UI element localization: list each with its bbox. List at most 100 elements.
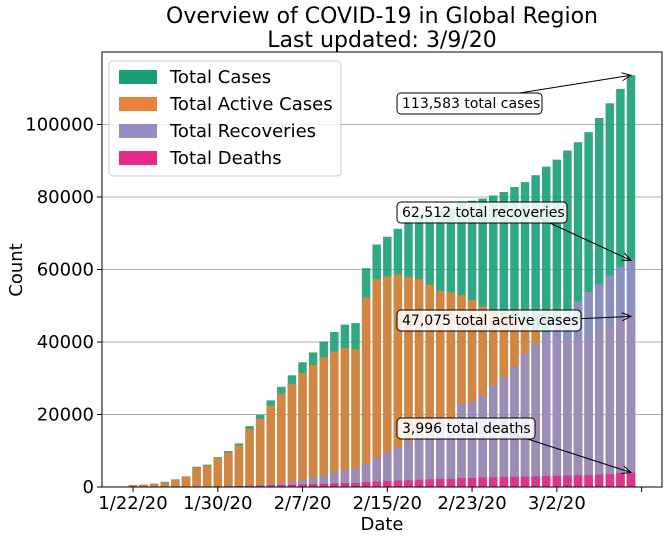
bar-total-recoveries (308, 477, 318, 487)
y-axis-title: Count (6, 243, 27, 296)
bar-total-recoveries (383, 452, 392, 487)
bar-total-deaths (361, 482, 371, 487)
bar-total-active-cases (361, 297, 371, 487)
x-tick-label: 1/22/20 (98, 493, 167, 514)
x-axis: 1/22/20 1/30/20 2/7/20 2/15/20 2/23/20 3/2/20 (98, 487, 643, 514)
bar-total-active-cases (245, 428, 254, 487)
bar-total-deaths (626, 472, 636, 487)
bar-total-active-cases (234, 445, 244, 487)
bar-total-deaths (372, 481, 381, 487)
bar-total-deaths (520, 476, 530, 487)
annotation-label: 47,075 total active cases (402, 313, 578, 329)
bar-total-deaths (298, 484, 307, 487)
chart-subtitle: Last updated: 3/9/20 (267, 28, 497, 53)
bar-total-deaths (616, 473, 625, 487)
bar-total-deaths (245, 485, 254, 487)
bar-total-deaths (489, 477, 498, 487)
bar-total-deaths (499, 476, 509, 487)
bar-total-active-cases (213, 458, 223, 487)
bar-total-deaths (552, 475, 562, 487)
legend-label-total-deaths: Total Deaths (169, 148, 282, 169)
legend-swatch-total-active-cases (119, 97, 157, 111)
bar-total-deaths (594, 474, 604, 487)
bar-total-recoveries (319, 475, 328, 487)
bar-total-recoveries (541, 332, 551, 487)
bar-total-deaths (383, 480, 392, 487)
bar-total-active-cases (298, 372, 307, 487)
bar-total-deaths (393, 480, 403, 487)
bar-total-deaths (563, 475, 572, 487)
bar-total-recoveries (573, 301, 583, 487)
bar-total-recoveries (446, 418, 456, 487)
bar-total-deaths (340, 482, 350, 487)
y-tick-label: 0 (83, 477, 94, 498)
bar-total-active-cases (436, 291, 445, 487)
bar-total-recoveries (425, 428, 434, 487)
bar-total-active-cases (330, 351, 339, 487)
legend-label-total-recoveries: Total Recoveries (169, 121, 316, 142)
bar-total-deaths (605, 474, 615, 487)
x-tick-label: 2/7/20 (274, 493, 332, 514)
annotation-label: 113,583 total cases (402, 96, 540, 112)
bar-total-active-cases (457, 295, 466, 487)
bar-total-deaths (266, 485, 275, 487)
bar-total-active-cases (224, 452, 233, 487)
bar-total-recoveries (298, 479, 307, 487)
bar-total-active-cases (351, 349, 360, 487)
bar-total-active-cases (255, 418, 265, 487)
y-tick-label: 40000 (37, 332, 94, 353)
x-tick-label: 2/23/20 (437, 493, 506, 514)
bar-total-deaths (573, 475, 583, 487)
legend-swatch-total-recoveries (119, 124, 157, 138)
annotations: 113,583 total cases 62,512 total recoveri… (396, 72, 633, 475)
legend: Total Cases Total Active Cases Total Recov… (108, 60, 342, 177)
bar-total-recoveries (605, 275, 615, 487)
bar-total-deaths (541, 476, 551, 487)
bar-total-recoveries (594, 284, 604, 487)
bar-total-active-cases (160, 482, 170, 487)
bar-total-active-cases (266, 405, 275, 487)
bar-total-deaths (351, 482, 360, 487)
bar-total-recoveries (531, 342, 540, 487)
bar-total-active-cases (171, 479, 180, 487)
bar-total-active-cases (467, 300, 477, 487)
annotation-arrowhead (621, 465, 633, 475)
bar-total-deaths (510, 476, 519, 487)
bar-total-active-cases (308, 364, 318, 487)
bar-total-active-cases (149, 483, 159, 487)
bar-total-active-cases (277, 393, 286, 487)
bar-total-deaths (287, 484, 297, 487)
legend-box (108, 60, 342, 177)
annotation-box (396, 309, 582, 332)
y-axis: 0 20000 40000 60000 80000 100000 (25, 115, 102, 498)
bar-total-deaths (584, 474, 593, 487)
y-tick-label: 80000 (37, 187, 94, 208)
annotation-box (396, 92, 543, 115)
bar-total-active-cases (128, 485, 138, 487)
y-tick-label: 20000 (37, 405, 94, 426)
bar-total-recoveries (351, 468, 360, 487)
legend-swatch-total-cases (119, 70, 157, 84)
bar-total-deaths (531, 476, 540, 487)
bar-total-deaths (277, 484, 286, 487)
y-tick-label: 100000 (25, 115, 94, 136)
bar-total-recoveries (404, 441, 413, 487)
bar-total-deaths (467, 478, 477, 487)
bar-total-recoveries (287, 481, 297, 487)
legend-label-total-active-cases: Total Active Cases (169, 94, 333, 115)
bar-total-recoveries (457, 404, 466, 487)
bar-total-active-cases (287, 383, 297, 487)
bar-total-recoveries (626, 260, 636, 487)
bar-total-deaths (330, 483, 339, 487)
bar-total-active-cases (319, 357, 328, 487)
bar-total-recoveries (478, 395, 487, 487)
legend-label-total-cases: Total Cases (169, 67, 271, 88)
x-axis-title: Date (360, 514, 403, 535)
bar-total-recoveries (616, 266, 625, 487)
bar-total-deaths (457, 478, 466, 487)
legend-swatch-total-deaths (119, 151, 157, 165)
bar-total-deaths (446, 478, 456, 487)
bar-total-deaths (404, 480, 413, 487)
bar-total-recoveries (340, 470, 350, 487)
